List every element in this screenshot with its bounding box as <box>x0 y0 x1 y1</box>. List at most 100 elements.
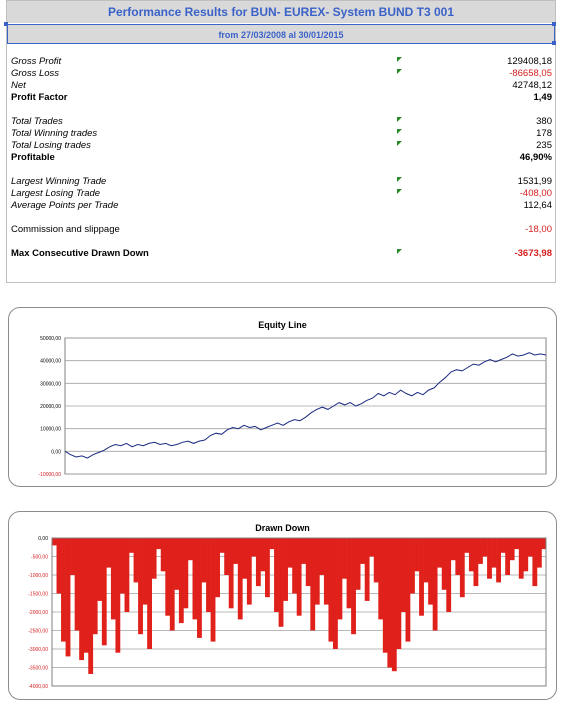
drawdown-bar <box>464 538 470 553</box>
drawdown-bar <box>215 538 220 598</box>
report-period: from 27/03/2008 al 30/01/2015 <box>218 30 344 40</box>
y-tick-label: -2000,00 <box>28 610 48 616</box>
drawdown-bar <box>509 538 515 561</box>
drawdown-bar <box>351 538 356 635</box>
comment-flag-icon[interactable] <box>397 189 402 194</box>
drawdown-bar <box>482 538 488 557</box>
drawdown-bar <box>441 538 447 590</box>
y-tick-label: -3000,00 <box>28 647 48 653</box>
row-net: Net 42748,12 <box>11 80 552 92</box>
comment-flag-icon[interactable] <box>397 69 402 74</box>
drawdown-bar <box>301 538 307 564</box>
drawdown-bar <box>405 538 411 642</box>
drawdown-bar <box>455 538 461 575</box>
y-tick-label: -4000,00 <box>28 684 48 690</box>
drawdown-bar <box>269 538 275 550</box>
drawdown-bar <box>373 538 379 583</box>
comment-flag-icon[interactable] <box>397 249 402 254</box>
row-label: Net <box>11 80 26 91</box>
drawdown-bar <box>382 538 388 653</box>
row-value: -86658,05 <box>509 68 552 79</box>
drawdown-bar <box>210 538 216 642</box>
drawdown-bar <box>323 538 329 605</box>
plot-frame <box>51 537 547 687</box>
drawdown-bar <box>450 538 456 561</box>
selection-handle-top-left[interactable] <box>4 22 8 26</box>
drawdown-bar <box>292 538 298 594</box>
drawdown-bar <box>129 538 134 553</box>
selection-handle-bottom-right[interactable] <box>552 41 556 45</box>
drawdown-bar <box>70 538 75 575</box>
y-tick-label: 0,00 <box>38 536 48 542</box>
drawdown-bar <box>500 538 506 553</box>
row-value: 112,64 <box>523 200 552 211</box>
y-tick-label: -2500,00 <box>28 629 48 635</box>
drawdown-chart[interactable]: Drawn Down 0,00 -500,00 -1000,00 -1500,00 -2… <box>8 511 557 700</box>
selection-handle-top-right[interactable] <box>552 22 556 26</box>
drawdown-bar <box>187 538 193 561</box>
drawdown-bar <box>165 538 171 616</box>
drawdown-bar <box>219 538 225 553</box>
drawdown-bar <box>160 538 166 572</box>
y-tick-label: -10000,00 <box>38 472 61 478</box>
drawdown-bar <box>169 538 175 631</box>
row-label: Average Points per Trade <box>11 200 119 211</box>
drawdown-bar <box>369 538 375 557</box>
drawdown-bar <box>138 538 143 635</box>
drawdown-bar <box>505 538 511 575</box>
row-label: Commission and slippage <box>11 224 120 235</box>
row-label: Total Losing trades <box>11 140 91 151</box>
equity-line-chart[interactable]: Equity Line 50000,00 40000,00 30000,00 2000… <box>8 307 557 487</box>
drawdown-bar <box>224 538 230 575</box>
drawdown-bar <box>387 538 393 668</box>
drawdown-bar <box>337 538 343 620</box>
drawdown-bar <box>106 538 112 568</box>
drawdown-bar <box>296 538 302 616</box>
comment-flag-icon[interactable] <box>397 141 402 146</box>
drawdown-bar <box>432 538 438 631</box>
row-label: Largest Losing Trade <box>11 188 101 199</box>
comment-flag-icon[interactable] <box>397 177 402 182</box>
row-profit-factor: Profit Factor 1,49 <box>11 92 552 104</box>
row-value: 235 <box>536 140 552 151</box>
row-gross-profit: Gross Profit 129408,18 <box>11 56 552 68</box>
drawdown-bar <box>378 538 384 620</box>
drawdown-plot: 0,00 -500,00 -1000,00 -1500,00 -2000,00 -2500… <box>28 536 547 690</box>
equity-plot: 50000,00 40000,00 30000,00 20000,00 10000,00… <box>38 336 547 478</box>
row-label: Largest Winning Trade <box>11 176 107 187</box>
equity-chart-title: Equity Line <box>258 320 307 330</box>
row-max-drawdown: Max Consecutive Drawn Down -3673,98 <box>11 248 552 260</box>
y-tick-label: 0,00 <box>51 449 61 455</box>
drawdown-bar <box>536 538 542 568</box>
drawdown-bar <box>305 538 311 587</box>
row-value: -408,00 <box>519 188 552 199</box>
drawdown-bar <box>183 538 189 609</box>
row-value: 380 <box>536 116 552 127</box>
drawdown-bar <box>355 538 361 590</box>
comment-flag-icon[interactable] <box>397 117 402 122</box>
comment-flag-icon[interactable] <box>397 57 402 62</box>
drawdown-bar <box>174 538 180 590</box>
row-label: Gross Loss <box>11 68 60 79</box>
drawdown-bar <box>468 538 474 572</box>
y-tick-label: 20000,00 <box>40 404 61 410</box>
row-profitable: Profitable 46,90% <box>11 152 552 164</box>
drawdown-bar <box>92 538 98 635</box>
drawdown-bar <box>201 538 207 583</box>
drawdown-bar <box>400 538 406 612</box>
drawdown-bar <box>532 538 538 587</box>
drawdown-bar <box>83 538 89 653</box>
drawdown-bar <box>124 538 130 612</box>
comment-flag-icon[interactable] <box>397 129 402 134</box>
drawdown-bar <box>156 538 162 550</box>
row-label: Profit Factor <box>11 92 68 103</box>
drawdown-bar <box>342 538 347 579</box>
drawdown-bar <box>255 538 261 587</box>
drawdown-bar <box>56 538 62 594</box>
equity-series-line <box>64 352 547 459</box>
drawdown-bar <box>61 538 66 642</box>
row-value: 1,49 <box>533 92 553 103</box>
drawdown-bar <box>478 538 483 564</box>
report-period-band[interactable]: from 27/03/2008 al 30/01/2015 <box>7 24 555 44</box>
row-total-winning-trades: Total Winning trades 178 <box>11 128 552 140</box>
